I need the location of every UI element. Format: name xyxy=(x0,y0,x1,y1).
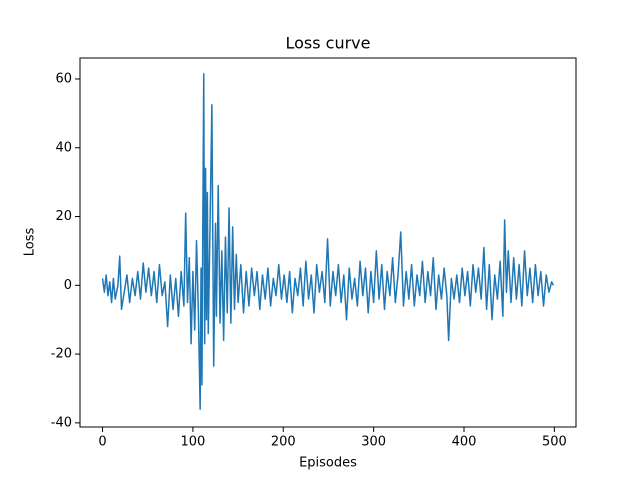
x-tick-label: 400 xyxy=(452,435,477,450)
y-tick-label: -40 xyxy=(51,415,72,430)
x-tick-label: 0 xyxy=(98,435,106,450)
x-tick-label: 100 xyxy=(180,435,205,450)
x-axis-label: Episodes xyxy=(299,456,357,471)
y-tick-label: -20 xyxy=(51,347,72,362)
y-tick-label: 0 xyxy=(64,278,72,293)
chart-title: Loss curve xyxy=(285,34,370,53)
x-tick-label: 200 xyxy=(271,435,296,450)
y-tick-label: 60 xyxy=(55,71,72,86)
line-series xyxy=(101,73,555,410)
y-tick-label: 20 xyxy=(55,209,72,224)
x-tick-label: 300 xyxy=(361,435,386,450)
y-tick-label: 40 xyxy=(55,140,72,155)
y-axis-label: Loss xyxy=(23,228,38,257)
plot-frame xyxy=(79,57,577,428)
x-tick-label: 500 xyxy=(542,435,567,450)
